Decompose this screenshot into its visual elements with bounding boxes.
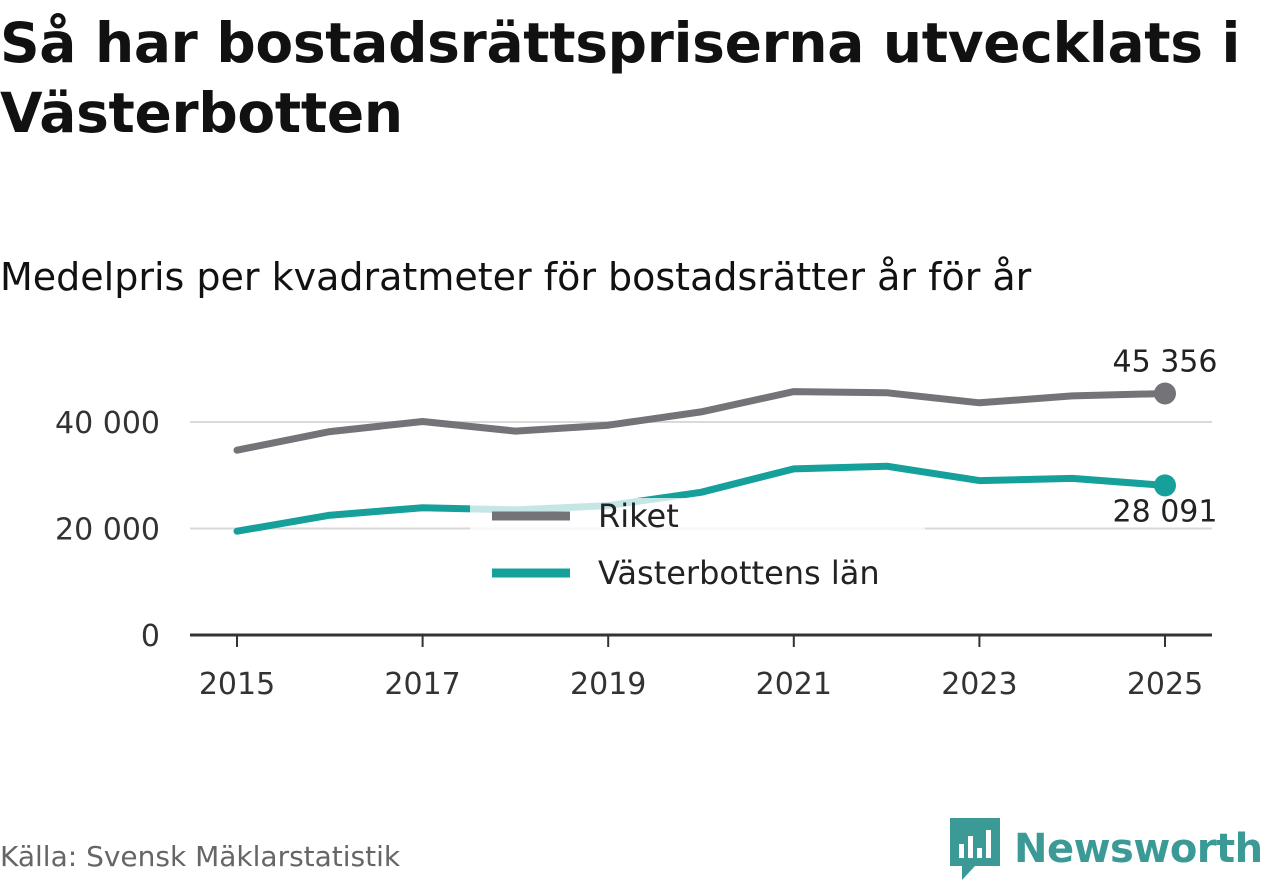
chart-subtitle: Medelpris per kvadratmeter för bostadsrä… bbox=[0, 255, 1032, 299]
x-axis-ticks: 2015 2017 2019 2021 2023 2025 bbox=[199, 635, 1203, 702]
y-tick-label: 0 bbox=[141, 619, 160, 654]
series-line-vasterbotten bbox=[233, 462, 1169, 535]
x-tick-label: 2023 bbox=[941, 667, 1017, 702]
legend-label: Riket bbox=[598, 497, 679, 535]
end-value-label: 28 091 bbox=[1113, 494, 1218, 529]
x-tick-label: 2017 bbox=[384, 667, 460, 702]
legend: Riket Västerbottens län bbox=[470, 497, 925, 616]
data-labels: 45 356 28 091 bbox=[1113, 344, 1218, 529]
y-tick-label: 20 000 bbox=[55, 513, 160, 548]
x-tick-label: 2019 bbox=[570, 667, 646, 702]
series-lines bbox=[233, 382, 1176, 535]
brand-logo: Newsworthy bbox=[950, 818, 1262, 880]
end-point-marker bbox=[1154, 474, 1176, 497]
legend-label: Västerbottens län bbox=[598, 554, 880, 592]
y-tick-label: 40 000 bbox=[55, 406, 160, 441]
y-axis-ticks: 0 20 000 40 000 bbox=[55, 406, 160, 654]
newsworthy-logo-icon bbox=[950, 818, 1000, 880]
line-chart: 0 20 000 40 000 2015 2017 2019 2021 2023 2025 R… bbox=[55, 344, 1218, 702]
brand-name: Newsworthy bbox=[1014, 826, 1262, 872]
end-point-marker bbox=[1154, 382, 1176, 405]
x-tick-label: 2021 bbox=[756, 667, 832, 702]
chart-title: Så har bostadsrättspriserna utvecklats i… bbox=[0, 11, 1241, 145]
source-note: Källa: Svensk Mäklarstatistik bbox=[0, 840, 401, 873]
end-value-label: 45 356 bbox=[1113, 344, 1218, 379]
x-tick-label: 2025 bbox=[1127, 667, 1203, 702]
series-line-riket bbox=[233, 388, 1169, 454]
x-tick-label: 2015 bbox=[199, 667, 275, 702]
